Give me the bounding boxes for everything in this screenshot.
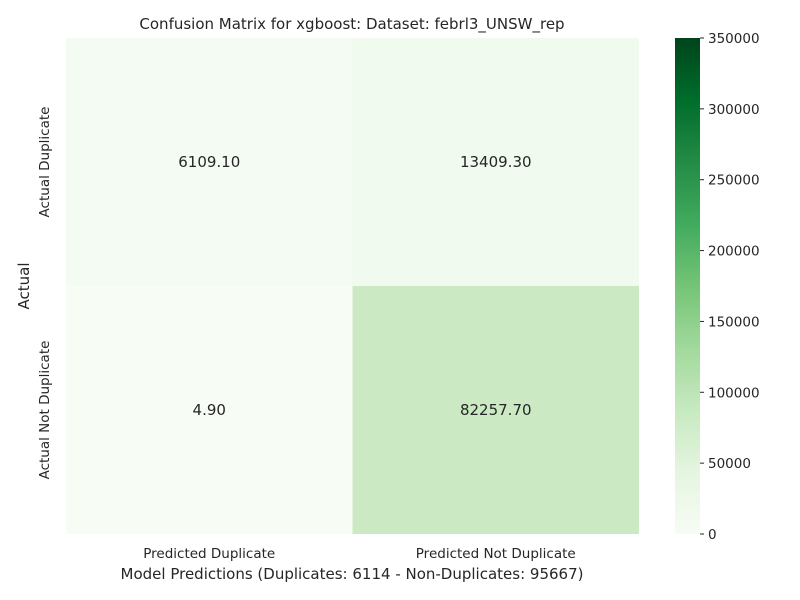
chart-title: Confusion Matrix for xgboost: Dataset: f… <box>139 15 564 34</box>
colorbar-ticks: 0 50000 100000 150000 200000 250000 300000 3500… <box>700 31 760 543</box>
colorbar-tick-label: 50000 <box>708 456 751 472</box>
cell-value-label: 82257.70 <box>460 401 532 419</box>
cell-value-label: 13409.30 <box>460 153 532 171</box>
colorbar-tick-label: 200000 <box>708 244 760 260</box>
heatmap-cell <box>66 38 353 286</box>
colorbar-tick-label: 150000 <box>708 314 760 330</box>
x-tick-label: Predicted Not Duplicate <box>416 546 576 562</box>
y-tick-label: Actual Duplicate <box>37 107 53 218</box>
colorbar-tick-label: 350000 <box>708 31 760 47</box>
colorbar-tick-label: 0 <box>708 527 717 543</box>
colorbar <box>675 38 700 534</box>
y-tick-labels: Actual Duplicate Actual Not Duplicate <box>37 107 53 480</box>
heatmap-cells: 6109.10 13409.30 4.90 82257.70 <box>66 38 639 534</box>
colorbar-tick-label: 250000 <box>708 173 760 189</box>
heatmap-cell <box>352 286 639 534</box>
heatmap-cell <box>352 38 639 286</box>
heatmap-cell <box>66 286 353 534</box>
y-axis-label: Actual <box>15 263 33 310</box>
x-tick-label: Predicted Duplicate <box>143 546 275 562</box>
colorbar-tick-label: 300000 <box>708 102 760 118</box>
colorbar-tick-label: 100000 <box>708 385 760 401</box>
x-tick-labels: Predicted Duplicate Predicted Not Duplica… <box>143 546 575 562</box>
y-tick-label: Actual Not Duplicate <box>37 341 53 480</box>
cell-value-label: 6109.10 <box>178 153 240 171</box>
cell-value-label: 4.90 <box>193 401 226 419</box>
x-axis-label: Model Predictions (Duplicates: 6114 - No… <box>121 565 584 583</box>
